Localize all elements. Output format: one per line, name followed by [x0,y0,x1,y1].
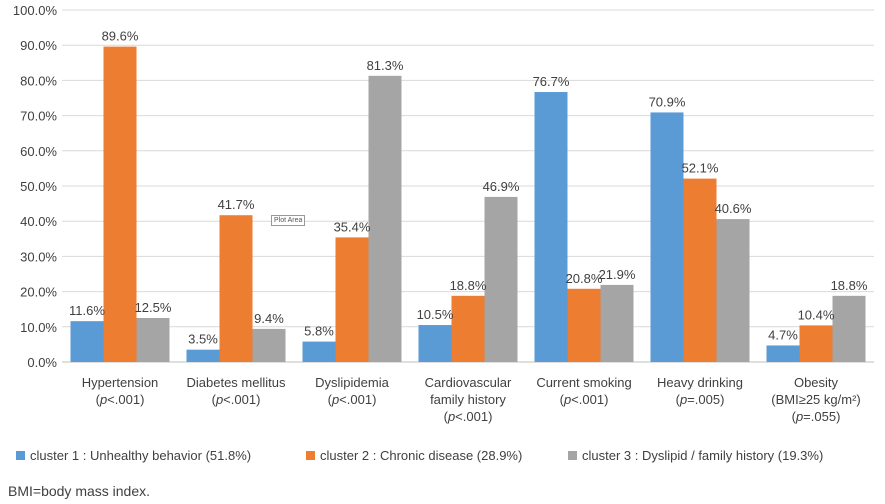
data-label: 21.9% [599,267,636,282]
x-tick-label: family history [430,392,506,407]
data-label: 52.1% [682,161,719,176]
legend-swatch [568,451,577,460]
y-tick-label: 60.0% [20,144,57,159]
legend-swatch [306,451,315,460]
bar [186,349,220,362]
y-tick-label: 10.0% [20,320,57,335]
data-label: 35.4% [334,219,371,234]
data-label: 12.5% [135,300,172,315]
x-tick-label: Diabetes mellitus [187,375,286,390]
x-tick-pvalue: (p=.005) [676,392,725,407]
x-tick-pvalue: (p<.001) [560,392,609,407]
bar [252,328,286,362]
legend: cluster 1 : Unhealthy behavior (51.8%) cl… [16,448,823,463]
legend-label: cluster 3 : Dyslipid / family history (1… [582,448,823,463]
bar [683,178,717,362]
y-tick-label: 30.0% [20,249,57,264]
x-tick-pvalue: (p<.001) [444,409,493,424]
bar [451,295,485,362]
x-tick-label: Obesity [794,375,839,390]
y-tick-label: 0.0% [27,355,57,370]
bar [567,288,601,362]
bar [136,318,170,362]
data-label: 89.6% [102,29,139,44]
data-label: 18.8% [450,278,487,293]
gridlines [62,9,874,363]
data-label: 41.7% [218,197,255,212]
bar [219,215,253,362]
footnote: BMI=body mass index. [8,483,151,499]
x-tick-pvalue: (p<.001) [96,392,145,407]
y-tick-label: 20.0% [20,285,57,300]
data-label: 10.5% [417,307,454,322]
legend-swatch [16,451,25,460]
bar [335,237,369,362]
bar [832,295,866,362]
bar [766,345,800,362]
x-tick-pvalue: (p<.001) [212,392,261,407]
bar [302,341,336,362]
x-tick-label: (BMI≥25 kg/m²) [771,392,860,407]
bar [70,321,104,362]
data-label: 11.6% [69,303,105,318]
bar [600,284,634,362]
bar [716,219,750,362]
data-label: 10.4% [798,307,835,322]
data-label: 3.5% [188,332,218,347]
data-labels: 11.6% 3.5% 5.8% 10.5% 76.7% 70.9% 4.7% 89.6% 41.… [69,29,868,347]
y-tick-label: 70.0% [20,109,57,124]
bar [534,92,568,363]
x-tick-label: Hypertension [82,375,159,390]
data-label: 5.8% [304,324,334,339]
bar [418,325,452,362]
data-label: 40.6% [715,201,752,216]
y-tick-label: 90.0% [20,38,57,53]
x-tick-pvalue: (p=.055) [792,409,841,424]
y-tick-label: 80.0% [20,73,57,88]
bar [799,325,833,362]
x-tick-label: Heavy drinking [657,375,743,390]
bar [368,75,402,362]
y-tick-label: 40.0% [20,214,57,229]
bar [103,46,137,362]
bars [70,46,866,363]
bar [650,112,684,362]
data-label: 18.8% [831,278,868,293]
y-tick-label: 50.0% [20,179,57,194]
data-label: 81.3% [367,58,404,73]
data-label: 9.4% [254,311,284,326]
data-label: 76.7% [533,74,570,89]
x-tick-label: Dyslipidemia [315,375,389,390]
data-label: 70.9% [649,94,686,109]
x-tick-label: Current smoking [536,375,631,390]
data-label: 4.7% [768,327,798,342]
y-tick-label: 100.0% [13,3,58,18]
x-tick-pvalue: (p<.001) [328,392,377,407]
data-label: 20.8% [566,271,603,286]
x-axis-labels: Hypertension (p<.001) Diabetes mellitus (p<… [82,375,861,424]
legend-label: cluster 1 : Unhealthy behavior (51.8%) [30,448,251,463]
y-axis-ticks: 0.0% 10.0% 20.0% 30.0% 40.0% 50.0% 60.0% 70.0% 8… [13,3,58,370]
data-label: 46.9% [483,179,520,194]
x-tick-label: Cardiovascular [425,375,512,390]
plot-area-tag: Plot Area [271,215,306,226]
bar [484,196,518,362]
legend-label: cluster 2 : Chronic disease (28.9%) [320,448,522,463]
